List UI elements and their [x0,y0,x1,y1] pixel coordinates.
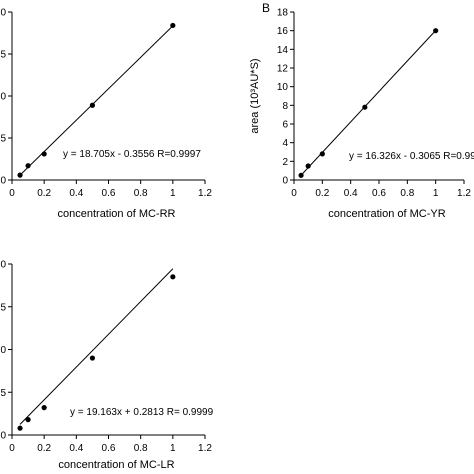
y-tick-label: 12 [277,64,289,75]
x-tick-label: 0 [291,188,297,199]
data-point [305,163,311,169]
y-tick-label: 0 [282,176,288,187]
data-point [319,151,325,157]
x-tick-label: 1.2 [198,443,212,454]
chart-panel-2: 0 0.2 0.4 0.6 0.8 1 1.2 0 2 4 6 8 10 12 14 16 18 y = 16.3… [249,1,474,220]
x-tick-label: 0.8 [134,188,148,199]
x-tick-label: 0.8 [134,443,148,454]
y-tick-label: 0 [0,92,6,103]
y-tick-label: 0 [0,345,6,356]
data-point [298,172,304,178]
chart-panel-3: 0 0.2 0.4 0.6 0.8 1 1.2 0 5 0 5 0 y = 19.163x + 0.28… [0,260,213,472]
data-point [25,417,31,423]
fit-line [19,268,174,425]
y-axis-title: area (10³AU*S) [249,58,261,133]
x-tick-label: 1 [170,443,176,454]
y-tick-label: 0 [0,260,6,271]
data-point [89,102,96,108]
x-tick-label: 0.6 [102,443,116,454]
y-tick-label: 18 [277,8,289,19]
x-tick-label: 1.2 [457,188,471,199]
x-tick-label: 0.2 [37,443,51,454]
y-tick-label: 2 [282,157,288,168]
x-tick-label: 0.4 [69,443,83,454]
y-tick-label: 5 [0,388,6,399]
equation-label: y = 16.326x - 0.3065 R=0.99 [349,151,474,162]
fit-line [300,30,437,176]
data-point [41,151,47,157]
x-tick-label: 0.2 [37,188,51,199]
x-axis-title: concentration of MC-RR [58,208,176,220]
x-tick-label: 0 [9,188,15,199]
x-axis-title: concentration of MC-LR [58,459,174,471]
data-point [17,172,23,178]
data-point [17,425,23,431]
x-tick-label: 0.2 [315,188,329,199]
fit-line [19,25,174,176]
equation-label: y = 18.705x - 0.3556 R=0.9997 [63,149,201,160]
x-tick-label: 0.4 [69,188,83,199]
y-tick-label: 0 [0,8,6,19]
x-tick-label: 0.8 [400,188,414,199]
y-tick-label: 8 [282,101,288,112]
y-tick-label: 5 [0,302,6,313]
equation-label: y = 19.163x + 0.2813 R= 0.9999 [70,407,214,418]
data-point [170,22,176,29]
data-point [170,274,176,280]
x-tick-label: 0.6 [372,188,386,199]
x-tick-label: 0.4 [344,188,358,199]
panel-label: B [262,1,270,15]
y-tick-label: 14 [277,45,289,56]
x-tick-label: 1.2 [198,188,212,199]
data-point [41,405,47,411]
x-tick-label: 0.6 [102,188,116,199]
chart-panel-1: 0 0.2 0.4 0.6 0.8 1 1.2 0 5 0 5 0 y = 18.705x - 0.35… [0,8,212,221]
data-point [362,104,368,110]
y-tick-label: 0 [0,176,6,187]
x-tick-label: 1 [170,188,176,199]
y-tick-label: 5 [0,134,6,145]
y-tick-label: 4 [282,138,288,149]
data-point [89,355,96,361]
y-tick-label: 16 [277,26,289,37]
data-point [433,28,439,34]
y-tick-label: 6 [282,120,288,131]
data-point [25,163,31,169]
x-tick-label: 1 [433,188,439,199]
x-tick-label: 0 [9,443,15,454]
y-tick-label: 10 [277,82,289,93]
x-axis-title: concentration of MC-YR [328,208,445,220]
y-tick-label: 5 [0,50,6,61]
y-tick-label: 0 [0,431,6,442]
